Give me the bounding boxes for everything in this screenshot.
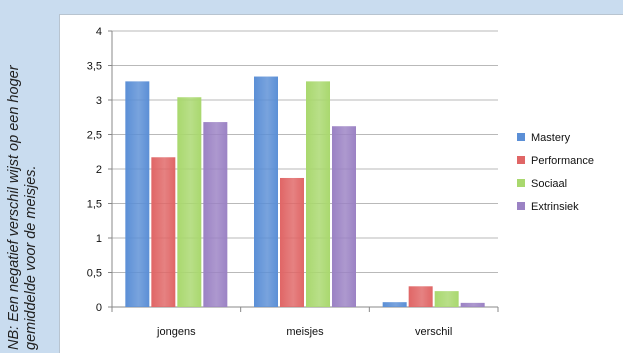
legend-label-sociaal: Sociaal	[531, 178, 567, 190]
bar-mastery-verschil	[382, 302, 407, 307]
y-tick-label: 3,5	[87, 61, 102, 73]
bar-sociaal-meisjes	[306, 81, 330, 308]
legend-label-mastery: Mastery	[531, 132, 571, 144]
y-tick-label: 0,5	[87, 268, 102, 280]
bar-performance-verschil	[408, 286, 433, 307]
y-tick-label: 3	[96, 95, 102, 107]
legend-label-performance: Performance	[531, 155, 594, 167]
y-tick-label: 0	[96, 302, 102, 314]
bar-sociaal-jongens	[177, 97, 202, 308]
chart-panel: 0 0,5 1 1,5 2 2,5 3 3,5 4 jongens meisjes verschil…	[59, 14, 623, 353]
bar-mastery-meisjes	[254, 76, 278, 307]
bar-chart: 0 0,5 1 1,5 2 2,5 3 3,5 4 jongens meisjes verschil…	[87, 26, 594, 338]
side-note: NB: Een negatief verschil wijst op een h…	[0, 0, 52, 352]
y-tick-label: 2,5	[87, 130, 102, 142]
bar-sociaal-verschil	[434, 291, 459, 307]
legend-swatch-performance	[517, 156, 525, 164]
bar-performance-jongens	[151, 157, 176, 307]
bar-performance-meisjes	[280, 177, 304, 307]
y-tick-label: 1	[96, 233, 102, 245]
bar-extrinsiek-jongens	[203, 122, 228, 307]
legend-label-extrinsiek: Extrinsiek	[531, 201, 579, 213]
x-axis: jongens meisjes verschil	[111, 307, 499, 338]
legend: Mastery Performance Sociaal Extrinsiek	[517, 132, 594, 213]
bar-mastery-jongens	[125, 81, 150, 308]
x-tick-label: meisjes	[286, 326, 324, 338]
legend-swatch-mastery	[517, 133, 525, 141]
y-axis: 0 0,5 1 1,5 2 2,5 3 3,5 4	[87, 26, 113, 314]
bar-extrinsiek-meisjes	[332, 126, 356, 307]
legend-swatch-sociaal	[517, 179, 525, 187]
y-tick-label: 2	[96, 164, 102, 176]
bars	[125, 76, 485, 308]
x-tick-label: jongens	[156, 326, 196, 338]
legend-swatch-extrinsiek	[517, 202, 525, 210]
y-tick-label: 4	[96, 26, 102, 38]
note-line-2: gemiddelde voor de meisjes.	[23, 165, 39, 350]
x-tick-label: verschil	[415, 326, 452, 338]
y-tick-label: 1,5	[87, 199, 102, 211]
gridlines	[112, 30, 498, 308]
bar-extrinsiek-verschil	[460, 302, 485, 307]
note-line-1: NB: Een negatief verschil wijst op een h…	[6, 65, 22, 350]
